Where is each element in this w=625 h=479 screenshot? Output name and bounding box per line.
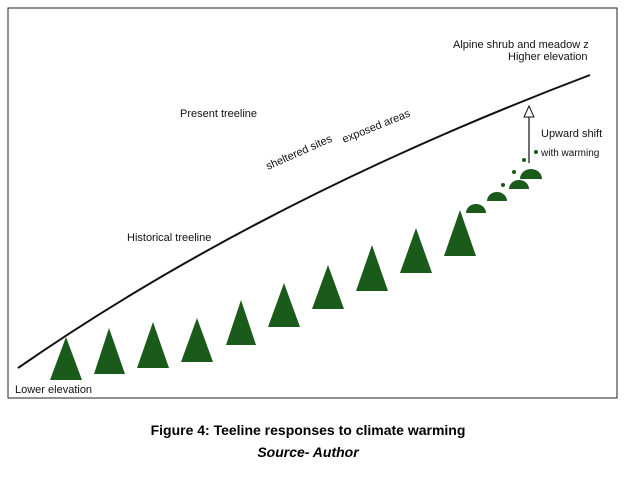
caption-title: Figure 4: Teeline responses to climate w… [151, 422, 466, 438]
arrow-head [523, 104, 535, 118]
tree [444, 210, 476, 256]
label: Alpine shrub and meadow z [453, 39, 589, 51]
label: Present treeline [180, 108, 257, 120]
trees [50, 150, 542, 380]
label: Historical treeline [127, 232, 211, 244]
tree [137, 322, 169, 368]
tree [226, 300, 256, 345]
tree [50, 337, 82, 380]
shrub [466, 204, 486, 213]
tree [181, 318, 213, 362]
tree [268, 283, 300, 327]
caption-source: Source- Author [257, 444, 360, 460]
tree [94, 328, 125, 374]
shrub [520, 169, 542, 179]
frame [7, 7, 618, 399]
label: with warming [540, 148, 599, 159]
tree [400, 228, 432, 273]
tree [356, 245, 388, 291]
seedling [501, 183, 505, 187]
seedling [522, 158, 526, 162]
seedling [534, 150, 538, 154]
label: Lower elevation [15, 384, 92, 396]
treeline-curve [17, 74, 591, 369]
shrub [509, 180, 529, 189]
label: Higher elevation [508, 51, 588, 63]
seedling [512, 170, 516, 174]
tree [312, 265, 344, 309]
label: Upward shift [541, 128, 602, 140]
shrub [487, 192, 507, 201]
